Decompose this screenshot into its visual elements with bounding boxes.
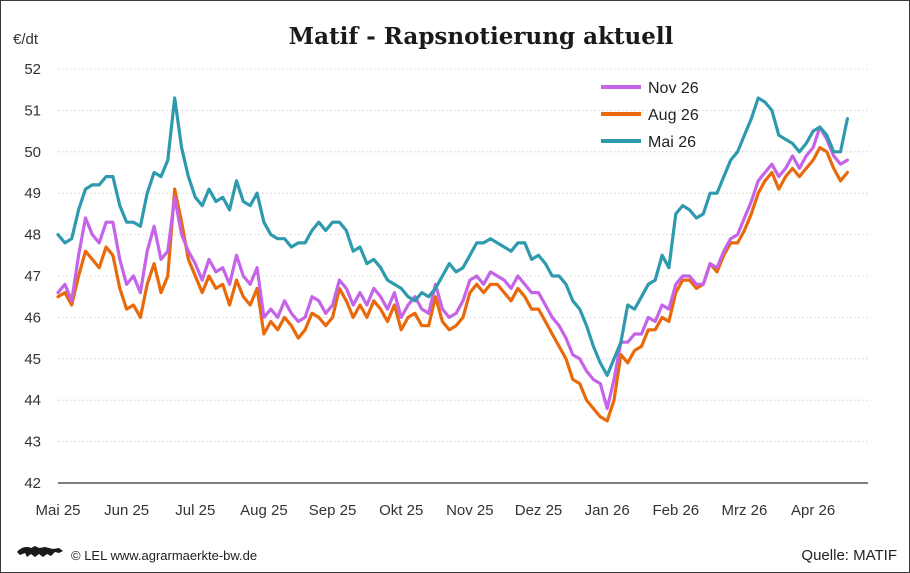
x-tick-label: Aug 25 <box>240 502 288 519</box>
x-tick-label: Mai 25 <box>35 502 80 519</box>
x-tick-label: Nov 25 <box>446 502 494 519</box>
x-tick-label: Okt 25 <box>379 502 423 519</box>
x-tick-label: Dez 25 <box>515 502 563 519</box>
chart-title: Matif - Rapsnotierung aktuell <box>289 23 674 50</box>
series-lines <box>56 96 850 423</box>
x-tick-label: Apr 26 <box>791 502 835 519</box>
y-tick-label: 44 <box>24 392 41 409</box>
y-tick-label: 49 <box>24 185 41 202</box>
legend-label: Mai 26 <box>648 134 696 151</box>
x-tick-label: Sep 25 <box>309 502 357 519</box>
series-line-nov-26 <box>56 125 850 411</box>
y-tick-label: 45 <box>24 351 41 368</box>
x-tick-label: Jun 25 <box>104 502 149 519</box>
x-tick-label: Mrz 26 <box>722 502 768 519</box>
source-text: Quelle: MATIF <box>801 547 897 564</box>
x-tick-label: Feb 26 <box>652 502 699 519</box>
series-line-aug-26 <box>56 146 850 423</box>
y-tick-label: 46 <box>24 309 41 326</box>
y-tick-label: 42 <box>24 475 41 492</box>
x-tick-label: Jul 25 <box>175 502 215 519</box>
legend: Nov 26 Aug 26 Mai 26 <box>601 80 699 151</box>
x-tick-label: Jan 26 <box>585 502 630 519</box>
y-tick-label: 48 <box>24 227 41 244</box>
y-tick-label: 51 <box>24 102 41 119</box>
copyright-text: © LEL www.agrarmaerkte-bw.de <box>71 548 257 563</box>
lion-logo-icon <box>17 546 63 557</box>
y-tick-label: 47 <box>24 268 41 285</box>
y-tick-labels: 42 43 44 45 46 47 48 49 50 51 52 <box>24 61 41 492</box>
y-tick-label: 43 <box>24 434 41 451</box>
y-tick-label: 50 <box>24 144 41 161</box>
y-unit-label: €/dt <box>13 31 39 48</box>
y-tick-label: 52 <box>24 61 41 78</box>
legend-label: Aug 26 <box>648 107 699 124</box>
series-line-mai-26 <box>56 96 850 377</box>
legend-label: Nov 26 <box>648 80 699 97</box>
x-tick-labels: Mai 25 Jun 25 Jul 25 Aug 25 Sep 25 Okt 25 Nov … <box>35 502 835 519</box>
